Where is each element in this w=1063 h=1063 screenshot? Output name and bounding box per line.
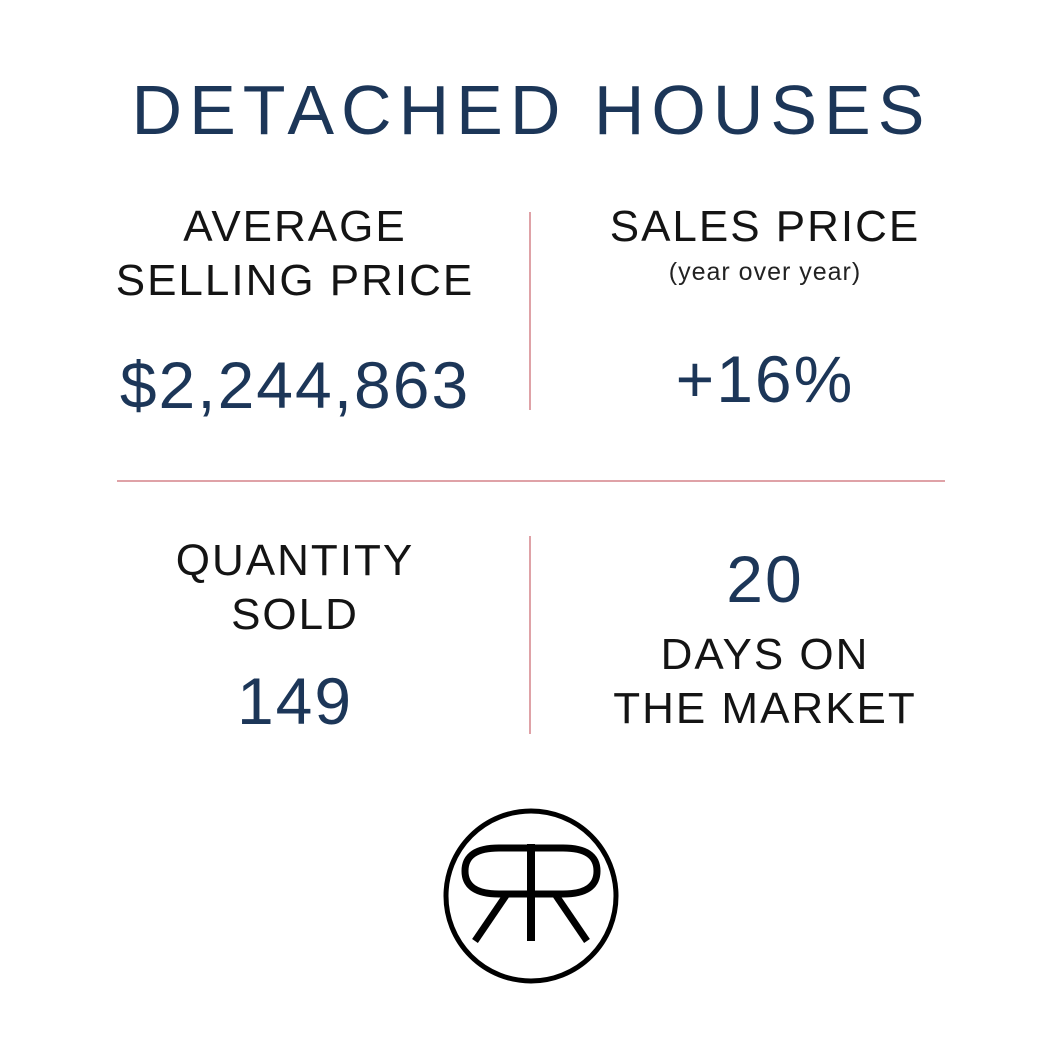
quantity-sold-value: 149 <box>236 664 354 738</box>
sales-price-value: +16% <box>675 342 855 416</box>
horizontal-divider <box>117 480 945 482</box>
page-title: DETACHED HOUSES <box>131 71 932 149</box>
average-selling-price-label-line1: AVERAGE <box>183 202 407 251</box>
days-on-market-label-line2: THE MARKET <box>613 684 917 733</box>
quantity-sold-label-line1: QUANTITY <box>175 536 415 585</box>
average-selling-price-value: $2,244,863 <box>119 348 471 422</box>
average-selling-price-label-line2: SELLING PRICE <box>115 256 475 305</box>
average-selling-price-block: AVERAGE SELLING PRICE $2,244,863 <box>80 200 510 424</box>
rr-monogram-logo-icon <box>443 808 619 984</box>
sales-price-block: SALES PRICE (year over year) +16% <box>560 200 970 418</box>
quantity-sold-block: QUANTITY SOLD 149 <box>80 534 510 740</box>
sales-price-sublabel: (year over year) <box>668 258 862 286</box>
days-on-market-value: 20 <box>726 542 804 616</box>
days-on-market-block: 20 DAYS ON THE MARKET <box>560 540 970 736</box>
top-vertical-divider <box>529 212 531 410</box>
quantity-sold-label-line2: SOLD <box>231 590 359 639</box>
sales-price-label: SALES PRICE <box>609 202 921 251</box>
days-on-market-label-line1: DAYS ON <box>660 630 870 679</box>
bottom-vertical-divider <box>529 536 531 734</box>
